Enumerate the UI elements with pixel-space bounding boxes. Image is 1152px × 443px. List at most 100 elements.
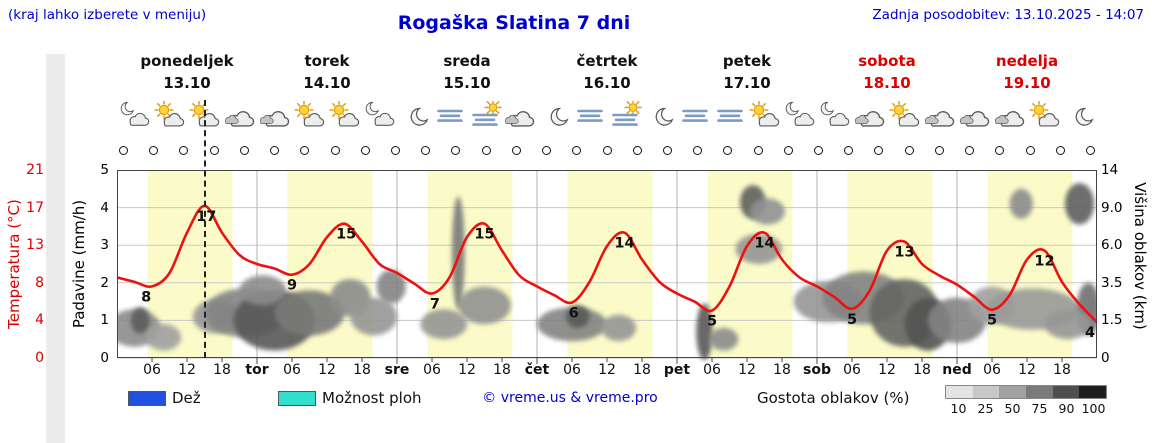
cloud-density-tick: 50 <box>1004 401 1021 416</box>
tempticks-tick: 0 <box>35 350 44 366</box>
sun-cloud-icon <box>153 100 187 131</box>
cloud-density-scale-ticks: 10 25 50 75 90 100 <box>945 401 1107 416</box>
x-tick-label: 06 <box>423 362 441 378</box>
temperature-value-label: 12 <box>1034 254 1054 270</box>
last-updated: Zadnja posodobitev: 13.10.2025 - 14:07 <box>872 7 1144 23</box>
day-abbrev-label: pet <box>663 362 691 378</box>
x-tick-label: 18 <box>1053 362 1071 378</box>
precip-symbol <box>511 146 521 155</box>
day-name: ponedeljek <box>140 52 234 70</box>
temperature-value-label: 8 <box>141 289 151 305</box>
x-tick-label: 18 <box>633 362 651 378</box>
cloud-density-segment <box>946 386 973 398</box>
cloud-density-segment <box>1052 386 1080 398</box>
copyright-link[interactable]: © vreme.us & vreme.pro <box>482 390 658 406</box>
precip-symbol <box>360 146 370 155</box>
x-tick-label: 18 <box>353 362 371 378</box>
cloud-density-tick: 10 <box>950 401 967 416</box>
precip-symbol <box>693 146 703 155</box>
moon-icon <box>1063 101 1097 131</box>
day-header-sreda: sreda 15.10 <box>397 53 537 93</box>
temperature-value-label: 9 <box>287 278 297 294</box>
precipticks-tick: 2 <box>100 274 109 291</box>
cloud-blob <box>566 305 590 328</box>
precip-symbol <box>904 146 914 155</box>
precip-symbol <box>451 146 461 155</box>
day-date: 19.10 <box>1003 74 1051 92</box>
fog-icon <box>573 101 607 131</box>
precip-symbol <box>1086 146 1095 155</box>
moon-icon <box>643 101 677 131</box>
precip-symbol <box>300 146 310 155</box>
precip-symbol <box>632 146 642 155</box>
moon-cloud-icon <box>818 101 852 131</box>
precipticks-tick: 3 <box>100 237 109 254</box>
x-tick-label: 12 <box>318 362 336 378</box>
cloud-density-segment <box>1026 386 1053 398</box>
moon-icon <box>398 101 432 131</box>
precip-symbol <box>542 146 552 155</box>
x-tick-label: 06 <box>843 362 861 378</box>
cloud-density-label: Gostota oblakov (%) <box>757 389 910 407</box>
cloud-blob <box>1064 183 1095 225</box>
cloudticks-tick: 14 <box>1101 162 1119 178</box>
day-abbrev-label: čet <box>524 362 550 378</box>
cloud-blob <box>458 286 511 325</box>
x-tick-label: 12 <box>598 362 616 378</box>
temperature-curve <box>117 204 1097 324</box>
legend-rain-swatch <box>128 391 166 406</box>
tempticks-tick: 17 <box>26 199 44 216</box>
x-tick-label: 12 <box>178 362 196 378</box>
cloud-blob <box>146 324 182 351</box>
cloudticks-tick: 3.5 <box>1101 274 1123 291</box>
cloud-blob <box>451 196 465 310</box>
moon-cloud-icon <box>783 101 817 131</box>
precip-symbol <box>149 146 159 155</box>
precip-symbol <box>421 146 431 155</box>
precipitation-axis-label: Padavine (mm/h) <box>70 199 88 329</box>
precipticks-tick: 4 <box>100 199 109 216</box>
now-line <box>203 100 206 358</box>
day-date: 14.10 <box>303 74 351 92</box>
fog-icon <box>713 101 747 131</box>
precip-symbol <box>119 146 128 155</box>
precip-symbol <box>1055 146 1065 155</box>
day-date: 16.10 <box>583 74 631 92</box>
precip-symbol <box>239 146 249 155</box>
day-header-torek: torek 14.10 <box>257 53 397 93</box>
cloud-density-tick: 100 <box>1081 401 1106 416</box>
cloud-icon <box>958 101 992 131</box>
cloud-density-segment <box>972 386 1000 398</box>
temperature-value-label: 5 <box>847 312 857 328</box>
precip-symbol <box>572 146 582 155</box>
precip-symbol <box>814 146 824 155</box>
x-tick-label: 06 <box>143 362 161 378</box>
fog-sun-icon <box>608 98 642 131</box>
precip-symbol <box>330 146 340 155</box>
chart-svg: 8 17 9 15 7 15 6 14 5 14 5 13 5 12 4 <box>117 170 1097 364</box>
cloud-blob <box>749 198 785 225</box>
cloud-blob <box>601 314 637 342</box>
x-tick-label: 06 <box>563 362 581 378</box>
precip-symbol <box>481 146 491 155</box>
cloudticks-tick: 1.5 <box>1101 312 1123 329</box>
location-menu-hint: (kraj lahko izberete v meniju) <box>8 7 207 23</box>
precip-symbol <box>1025 146 1035 155</box>
day-abbrev-label: sob <box>803 362 831 378</box>
day-date: 15.10 <box>443 74 491 92</box>
precipticks-tick: 1 <box>100 312 109 329</box>
cloud-blob <box>350 297 397 336</box>
cloud-icon <box>223 101 257 131</box>
sun-cloud-icon <box>748 100 782 131</box>
cloud-blob <box>709 327 739 351</box>
day-abbrev-label: sre <box>384 362 410 378</box>
x-tick-label: 18 <box>213 362 231 378</box>
day-abbrev-label: tor <box>245 362 269 378</box>
sun-cloud-icon <box>888 100 922 131</box>
temperature-value-label: 14 <box>614 236 634 252</box>
precipticks-tick: 5 <box>100 162 109 178</box>
legend-showers-label: Možnost ploh <box>322 389 422 407</box>
day-header-petek: petek 17.10 <box>677 53 817 93</box>
temperature-value-label: 6 <box>569 306 579 322</box>
